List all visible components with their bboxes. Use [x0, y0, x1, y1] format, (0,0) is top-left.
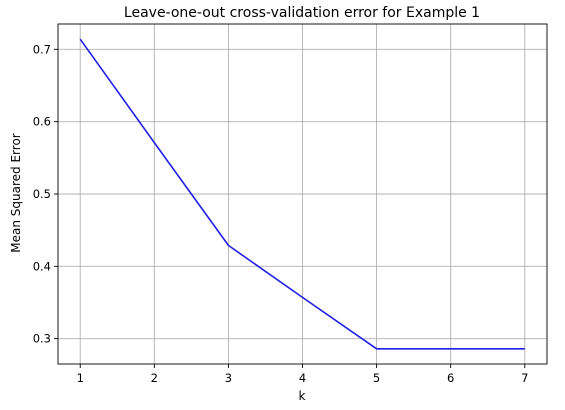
x-tick-label: 3 [225, 371, 232, 385]
ticks: 1 2 3 4 5 6 7 0.3 0.4 0.5 0.6 0.7 [33, 42, 529, 385]
x-tick-label: 1 [77, 371, 84, 385]
series-line [79, 38, 525, 350]
y-tick-label: 0.5 [33, 187, 51, 201]
x-tick-label: 6 [447, 371, 454, 385]
x-tick-label: 7 [521, 371, 528, 385]
series-layer [79, 38, 525, 350]
y-tick-label: 0.6 [33, 115, 51, 129]
x-tick-label: 2 [151, 371, 158, 385]
y-tick-label: 0.7 [33, 42, 51, 56]
y-tick-label: 0.3 [33, 332, 51, 346]
x-tick-label: 5 [373, 371, 380, 385]
x-tick-label: 4 [299, 371, 306, 385]
x-axis-label: k [299, 389, 306, 403]
y-tick-label: 0.4 [33, 259, 51, 273]
chart-title: Leave-one-out cross-validation error for… [124, 5, 480, 21]
grid-lines [58, 24, 547, 364]
y-axis-label: Mean Squared Error [9, 133, 23, 253]
